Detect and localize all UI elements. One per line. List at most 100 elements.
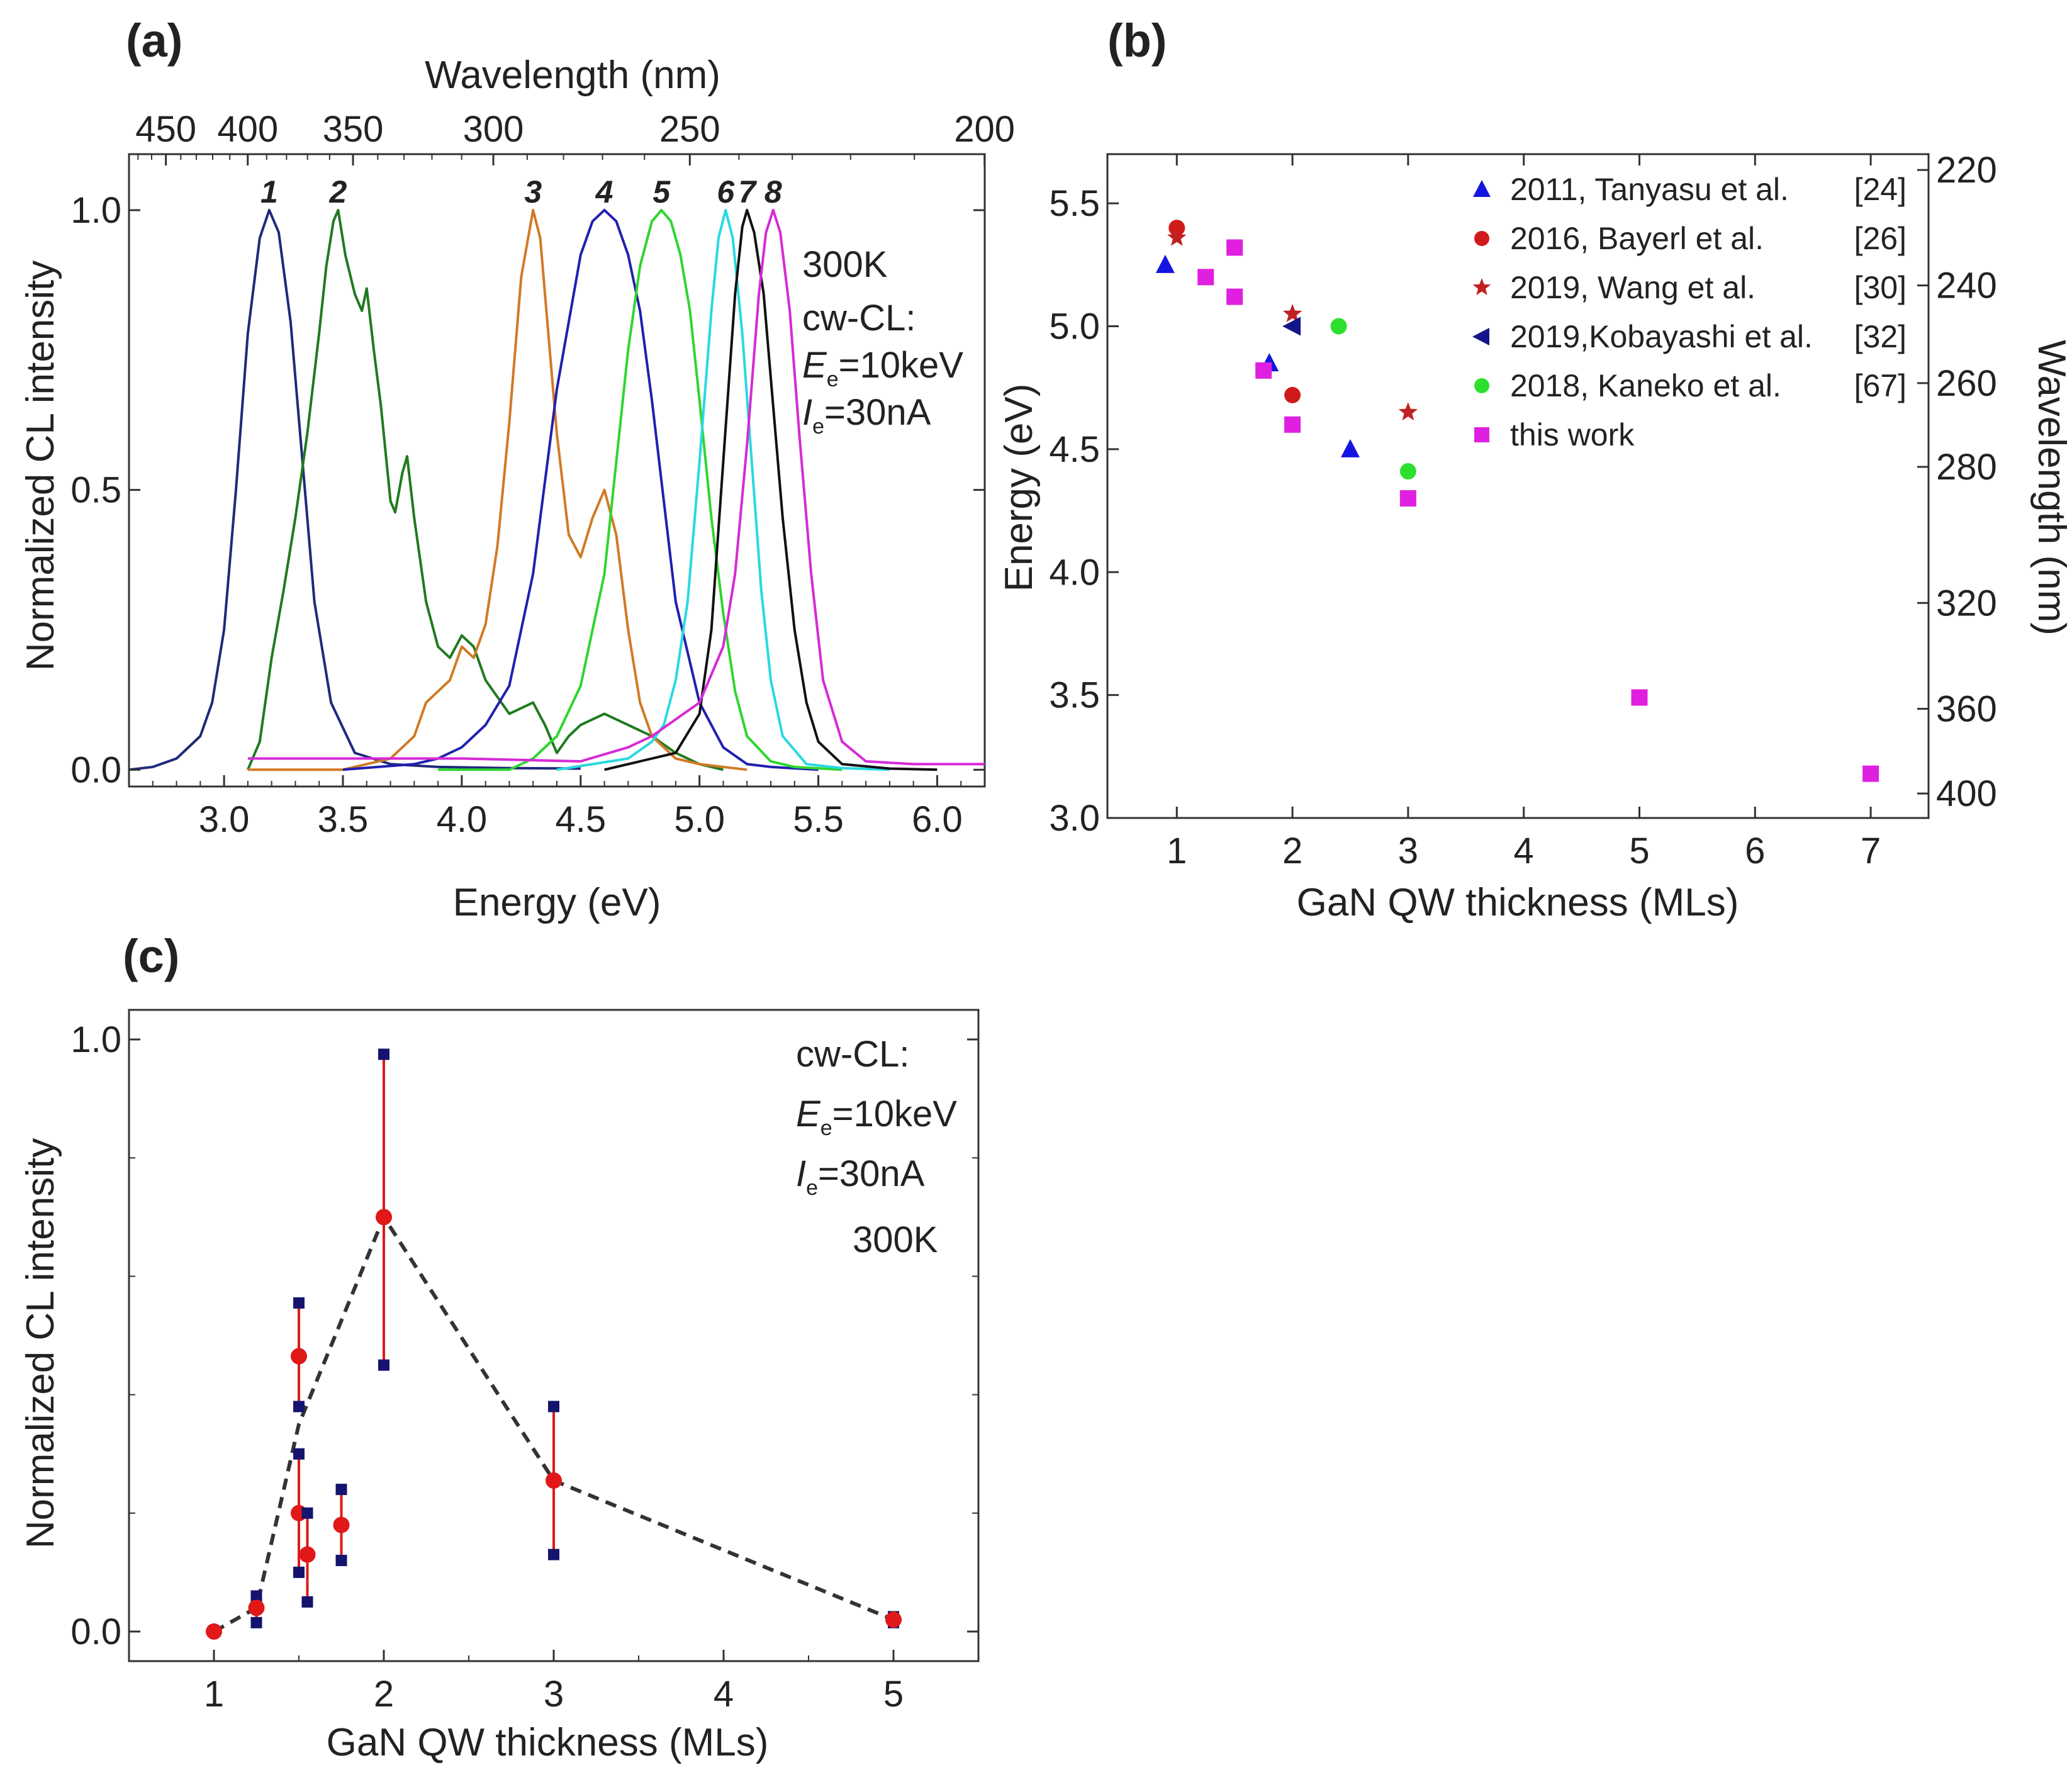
right-tick-label: 360 (1936, 689, 1997, 730)
panel-a-chart: 3.0 3.5 4.0 4.5 5.0 5.5 6.0 0.00.51.0 450 400 35… (19, 53, 1015, 924)
data-point (248, 1599, 265, 1616)
top-tick-label: 450 (135, 109, 196, 150)
panel-b-legend: 2011, Tanyasu et al. [24] 2016, Bayerl et … (1472, 172, 1907, 452)
panel-a-y-axis-title: Normalized CL intensity (19, 260, 62, 671)
legend-marker-5 (1474, 427, 1489, 442)
error-cap-high (378, 1048, 389, 1060)
top-tick-label: 400 (217, 109, 278, 150)
peak-label-1: 1 (260, 174, 278, 210)
panel-b-x-ticks: 1 2 3 4 5 6 7 (1167, 154, 1881, 871)
legend-label-4: 2018, Kaneko et al. (1510, 368, 1781, 403)
y-tick-label: 0.5 (70, 470, 121, 511)
x-tick-label: 5.0 (674, 799, 725, 840)
top-tick-label: 250 (659, 109, 720, 150)
legend-label-0: 2011, Tanyasu et al. (1510, 172, 1789, 207)
error-cap-low (250, 1616, 262, 1628)
x-tick-label: 7 (1861, 831, 1881, 871)
legend-ref-2: [30] (1854, 270, 1907, 305)
x-tick-label: 5 (883, 1674, 904, 1715)
y-tick-label: 4.0 (1049, 552, 1100, 593)
error-cap-low (378, 1359, 389, 1371)
legend-marker-4 (1474, 378, 1489, 393)
data-point (546, 1472, 562, 1489)
error-cap-high (293, 1297, 305, 1309)
data-point (291, 1348, 307, 1365)
x-tick-label: 5 (1629, 831, 1649, 871)
panel-b-y-axis-title: Energy (eV) (997, 384, 1041, 592)
panel-c-label: (c) (123, 930, 179, 982)
x-tick-label: 3 (544, 1674, 564, 1715)
spectrum-5 (438, 208, 843, 771)
top-tick-label: 200 (954, 109, 1015, 150)
point-series-5 (1399, 490, 1416, 507)
panel-a-label: (a) (126, 14, 182, 67)
y-tick-label: 1.0 (70, 190, 121, 231)
right-tick-label: 400 (1936, 773, 1997, 814)
x-tick-label: 4.0 (437, 799, 488, 840)
error-cap-low (335, 1555, 347, 1567)
y-tick-label: 1.0 (70, 1019, 121, 1060)
panel-b-right-axis-title: Wavelength (nm) (2030, 340, 2072, 636)
error-cap-high (250, 1590, 262, 1602)
legend-ref-3: [32] (1854, 319, 1907, 354)
right-tick-label: 260 (1936, 363, 1997, 404)
panel-b-x-axis-title: GaN QW thickness (MLs) (1297, 881, 1739, 924)
right-tick-label: 220 (1936, 150, 1997, 191)
panel-c-y-axis-title: Normalized CL intensity (19, 1138, 62, 1548)
legend-ref-4: [67] (1854, 368, 1907, 403)
legend-ref-0: [24] (1854, 172, 1907, 207)
legend-label-5: this work (1510, 417, 1635, 452)
panel-c-annotation-energy: Ee=10keV (796, 1094, 957, 1140)
data-point (333, 1516, 350, 1533)
panel-a-y-ticks: 0.0 0.5 1.0 (70, 190, 985, 790)
panel-c-points (206, 1048, 902, 1640)
panel-a-annotation-current: Ie=30nA (802, 392, 931, 439)
spectrum-3 (247, 208, 748, 771)
spectrum-7 (604, 208, 938, 771)
error-cap-low (301, 1596, 313, 1608)
x-tick-label: 1 (204, 1674, 224, 1715)
error-cap-high (548, 1401, 559, 1413)
point-series-5 (1197, 269, 1214, 286)
y-tick-label: 3.5 (1049, 675, 1100, 716)
x-tick-label: 4.5 (555, 799, 606, 840)
panel-b-label: (b) (1107, 14, 1167, 67)
top-tick-label: 350 (323, 109, 384, 150)
point-series-5 (1226, 239, 1243, 256)
panel-c-annotation-current: Ie=30nA (796, 1153, 925, 1200)
x-tick-label: 3 (1398, 831, 1418, 871)
panel-b-points (1155, 220, 1879, 782)
panel-a-annotation-mode: cw-CL: (802, 298, 916, 339)
panel-a-annotation-temp: 300K (802, 244, 888, 285)
error-cap-high (301, 1507, 313, 1519)
data-point (206, 1623, 222, 1640)
point-series-1 (1284, 386, 1301, 403)
point-series-5 (1255, 362, 1272, 379)
right-tick-label: 320 (1936, 583, 1997, 624)
y-tick-label: 4.5 (1049, 429, 1100, 470)
peak-label-5: 5 (652, 174, 671, 210)
panel-c-x-axis-title: GaN QW thickness (MLs) (327, 1721, 769, 1764)
peak-label-3: 3 (524, 174, 542, 210)
panel-a-x-axis-title: Energy (eV) (453, 881, 661, 924)
point-series-2 (1398, 402, 1418, 421)
y-tick-label: 0.0 (70, 1611, 121, 1652)
panel-a-top-ticks: 450 400 350 300 250 200 (135, 109, 1015, 165)
legend-label-1: 2016, Bayerl et al. (1510, 221, 1764, 256)
panel-c-x-ticks: 1 2 3 4 5 (128, 1650, 979, 1715)
point-series-5 (1284, 416, 1301, 433)
panel-b-frame (1106, 153, 1930, 819)
legend-marker-0 (1473, 180, 1491, 197)
point-series-4 (1330, 318, 1347, 335)
error-cap-low (548, 1548, 559, 1560)
peak-label-8: 8 (764, 174, 782, 210)
spectrum-1 (128, 208, 581, 771)
peak-label-6: 6 (717, 174, 735, 210)
x-tick-label: 6.0 (912, 799, 963, 840)
peak-label-2: 2 (329, 174, 347, 210)
point-series-5 (1631, 689, 1648, 706)
panel-b-chart: 1 2 3 4 5 6 7 3.0 3.5 4.0 4.5 5.0 5.5 220 240 260 280 3… (997, 150, 2072, 924)
top-tick-label: 300 (463, 109, 524, 150)
